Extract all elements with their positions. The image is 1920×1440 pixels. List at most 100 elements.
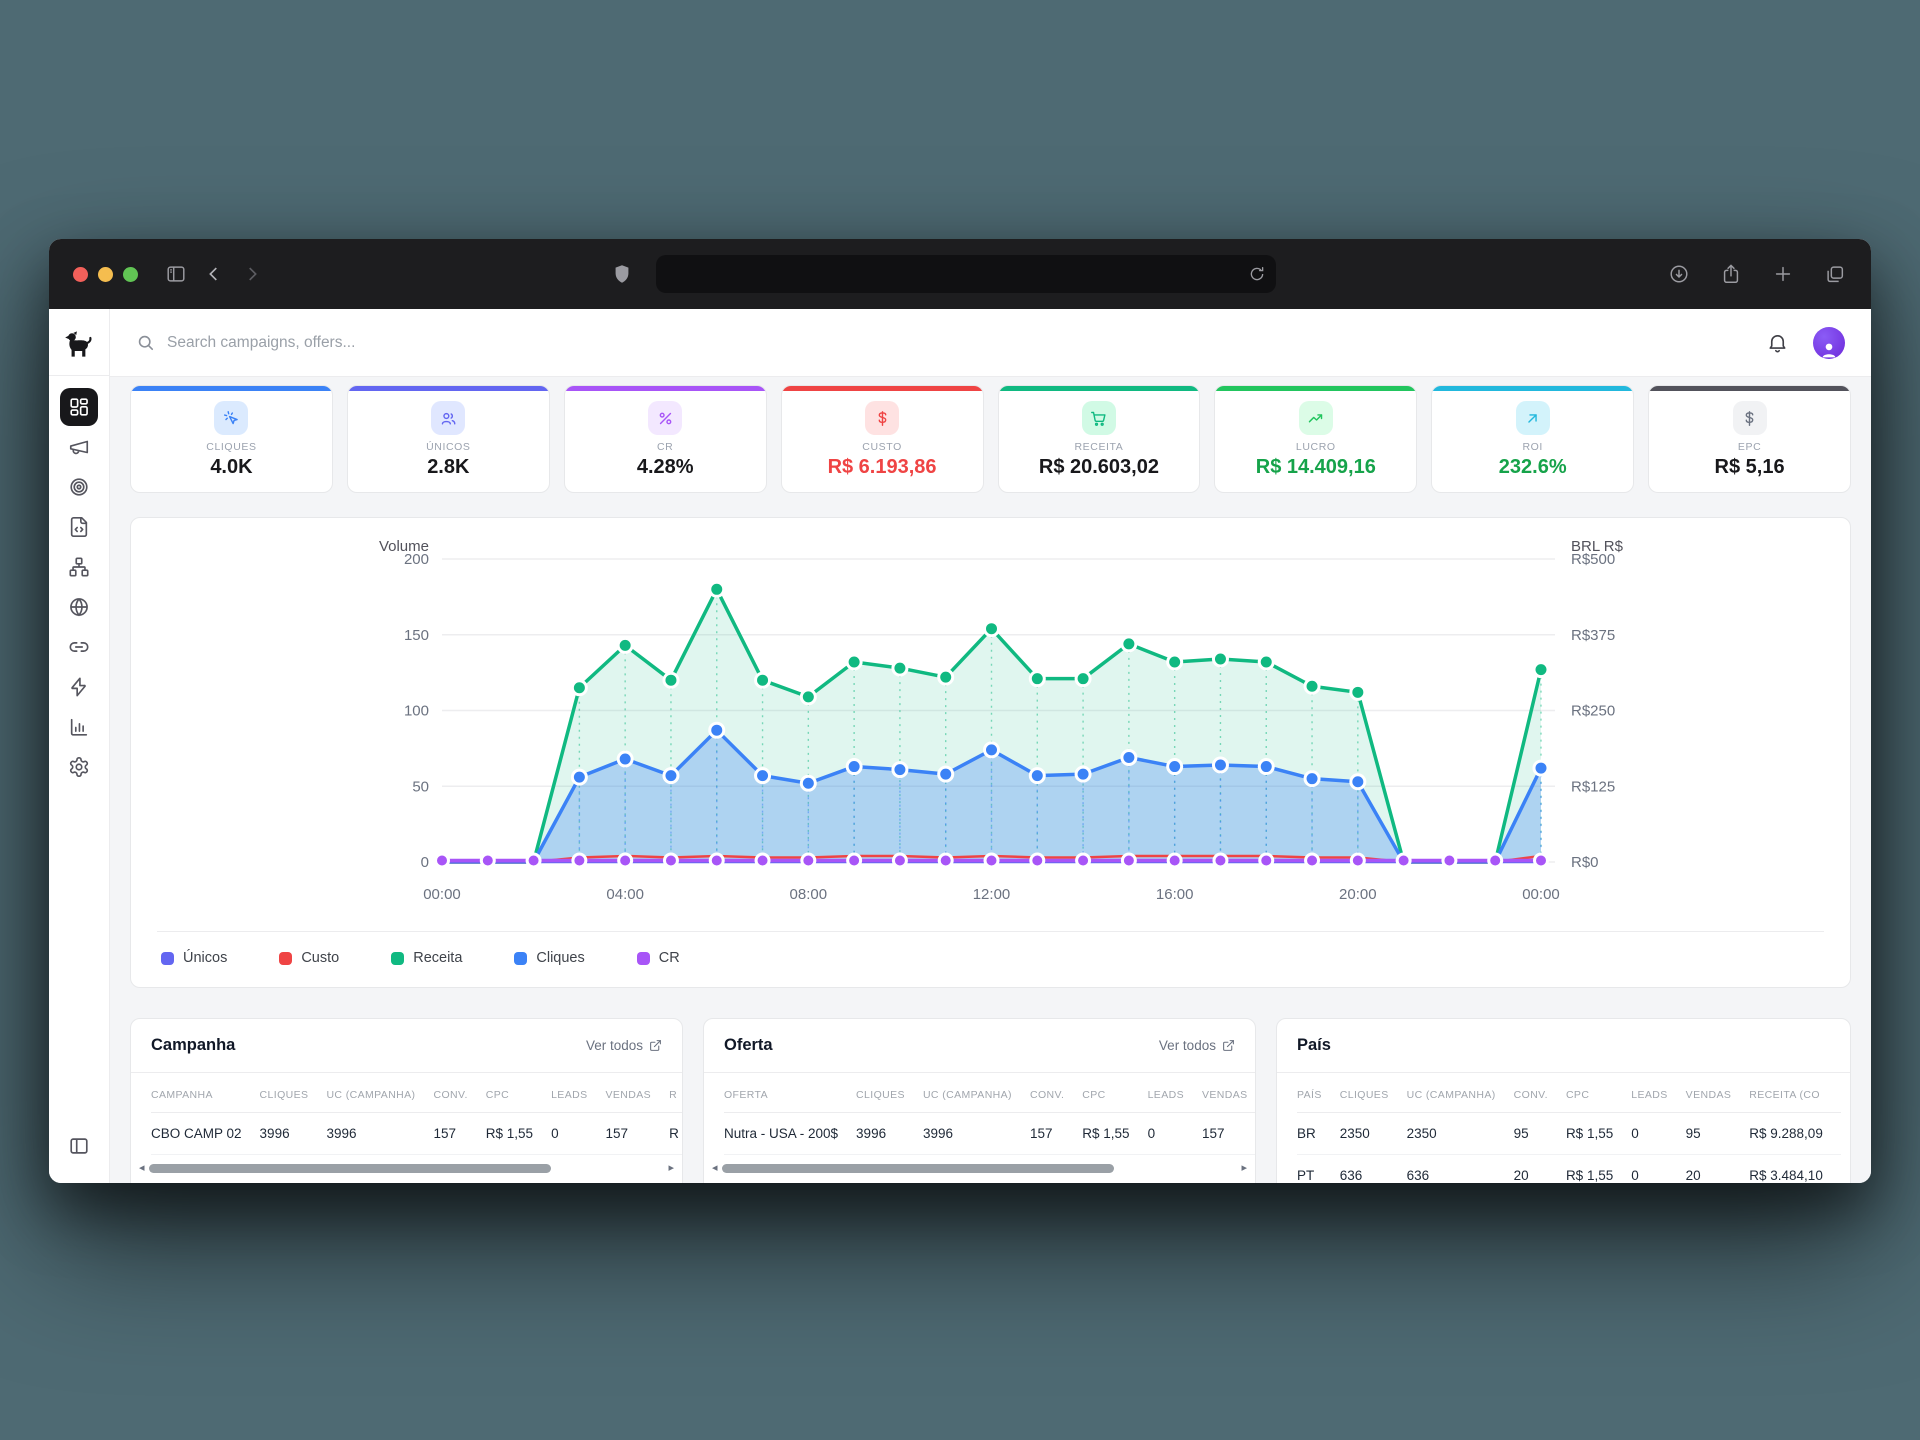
ver-todos-link[interactable]: Ver todos	[586, 1038, 662, 1053]
bar-chart-icon	[70, 718, 88, 736]
downloads-icon[interactable]	[1667, 262, 1691, 286]
globe-icon	[70, 598, 88, 617]
notifications-bell-icon[interactable]	[1766, 331, 1789, 354]
scroll-left-arrow[interactable]: ◂	[711, 1161, 718, 1174]
svg-text:Volume: Volume	[379, 538, 429, 555]
search-box[interactable]	[136, 333, 1766, 352]
users-icon	[441, 412, 456, 425]
sidebar-collapse-button[interactable]	[60, 1127, 98, 1165]
svg-text:100: 100	[404, 703, 429, 720]
campanha-table: CAMPANHA CLIQUES UC (CAMPANHA) CONV. CPC LEAD…	[151, 1073, 682, 1155]
legend-item-receita[interactable]: Receita	[391, 950, 462, 966]
stat-label: ÚNICOS	[426, 441, 471, 453]
column-header: PAÍS	[1296, 1073, 1340, 1113]
stat-value: 232.6%	[1498, 456, 1567, 478]
horizontal-scrollbar[interactable]: ◂ ▸	[139, 1159, 674, 1177]
sidebar-item-dashboard[interactable]	[60, 388, 98, 426]
scroll-right-arrow[interactable]: ▸	[1241, 1161, 1247, 1174]
svg-text:R$375: R$375	[1571, 627, 1615, 644]
column-header: CLIQUES	[856, 1073, 923, 1113]
legend-item-unicos[interactable]: Únicos	[161, 950, 227, 966]
sidebar-item-automation[interactable]	[60, 668, 98, 706]
horizontal-scrollbar[interactable]: ◂ ▸	[712, 1159, 1247, 1177]
legend-swatch	[391, 951, 405, 965]
table-row[interactable]: PT 636 636 20 R$ 1,55 0 20 R$ 3.484,10	[1296, 1154, 1841, 1183]
table-row[interactable]: BR 2350 2350 95 R$ 1,55 0 95 R$ 9.288,09	[1296, 1112, 1841, 1155]
megaphone-icon	[69, 440, 89, 455]
scroll-right-arrow[interactable]: ▸	[668, 1161, 674, 1174]
column-header: VENDAS	[1685, 1073, 1750, 1113]
summary-tables-row: Campanha Ver todos CAMPANHA CLIQUES UC (CA…	[130, 1018, 1851, 1183]
new-tab-icon[interactable]	[1771, 262, 1795, 286]
sidebar-toggle-icon[interactable]	[164, 262, 188, 286]
zap-icon	[71, 677, 86, 697]
file-code-icon	[70, 517, 88, 537]
oferta-table: OFERTA CLIQUES UC (CAMPANHA) CONV. CPC LEADS V…	[723, 1073, 1255, 1155]
column-header: CONV.	[1029, 1073, 1083, 1113]
forward-button[interactable]	[240, 262, 264, 286]
stat-label: CLIQUES	[206, 441, 257, 453]
dashboard-grid-icon	[70, 398, 88, 416]
address-bar[interactable]	[656, 255, 1276, 293]
shopping-cart-icon	[1091, 411, 1107, 426]
column-header: OFERTA	[723, 1073, 857, 1113]
scroll-left-arrow[interactable]: ◂	[139, 1161, 145, 1174]
legend-item-cr[interactable]: CR	[636, 950, 680, 966]
legend-swatch	[514, 951, 528, 965]
column-header: CPC	[1082, 1073, 1148, 1113]
cursor-click-icon	[223, 410, 238, 424]
sidebar-item-targets[interactable]	[60, 468, 98, 506]
stat-card-cliques: CLIQUES 4.0K	[130, 385, 333, 493]
arrow-up-right-icon	[1528, 413, 1537, 423]
back-button[interactable]	[202, 262, 226, 286]
svg-text:R$0: R$0	[1571, 854, 1599, 871]
sidebar-item-campaigns[interactable]	[60, 428, 98, 466]
svg-text:200: 200	[404, 551, 429, 568]
stat-cards-row: CLIQUES 4.0K ÚNICOS 2.8K	[130, 385, 1851, 493]
reload-icon[interactable]	[1248, 265, 1266, 283]
user-avatar[interactable]	[1813, 326, 1845, 359]
stat-card-unicos: ÚNICOS 2.8K	[346, 385, 550, 493]
sidebar-item-links[interactable]	[60, 628, 98, 666]
svg-text:50: 50	[412, 778, 429, 795]
chart-legend: Únicos Custo Receita Cliques CR	[157, 932, 1824, 966]
legend-item-cliques[interactable]: Cliques	[514, 950, 585, 966]
stat-value: R$ 20.603,02	[1038, 456, 1159, 478]
external-link-icon	[650, 1040, 661, 1051]
stat-value: 2.8K	[427, 456, 470, 478]
column-header: CPC	[1565, 1073, 1632, 1113]
stat-value: R$ 5,16	[1714, 456, 1785, 478]
stat-label: CR	[657, 441, 674, 453]
svg-text:00:00: 00:00	[423, 886, 461, 903]
sidebar-item-domains[interactable]	[60, 588, 98, 626]
column-header: UC (CAMPANHA)	[326, 1073, 434, 1113]
svg-text:20:00: 20:00	[1339, 886, 1377, 903]
percent-icon	[659, 412, 672, 424]
svg-text:08:00: 08:00	[790, 886, 828, 903]
close-window-button[interactable]	[73, 266, 88, 282]
privacy-shield-icon[interactable]	[610, 262, 634, 286]
tab-overview-icon[interactable]	[1823, 262, 1847, 286]
sidebar-item-settings[interactable]	[60, 748, 98, 786]
scrollbar-thumb[interactable]	[148, 1163, 551, 1173]
sidebar-item-funnels[interactable]	[60, 548, 98, 586]
table-title: Oferta	[723, 1036, 773, 1054]
column-header: CLIQUES	[1339, 1073, 1407, 1113]
minimize-window-button[interactable]	[98, 266, 113, 282]
link-icon	[69, 642, 89, 652]
table-row[interactable]: CBO CAMP 02 3996 3996 157 R$ 1,55 0 157 R	[151, 1112, 682, 1155]
column-header: LEADS	[1147, 1073, 1202, 1113]
ver-todos-link[interactable]: Ver todos	[1159, 1038, 1235, 1053]
table-row[interactable]: Nutra - USA - 200$ 3996 3996 157 R$ 1,55 0 157	[723, 1112, 1255, 1155]
trending-up-icon	[1309, 413, 1323, 422]
legend-item-custo[interactable]: Custo	[279, 950, 339, 966]
network-icon	[69, 557, 89, 577]
scrollbar-thumb[interactable]	[721, 1163, 1114, 1173]
share-icon[interactable]	[1719, 262, 1743, 286]
search-input[interactable]	[167, 333, 587, 352]
svg-text:R$500: R$500	[1571, 551, 1615, 568]
svg-text:00:00: 00:00	[1522, 886, 1560, 903]
sidebar-item-reports[interactable]	[60, 708, 98, 746]
sidebar-item-scripts[interactable]	[60, 508, 98, 546]
zoom-window-button[interactable]	[123, 266, 138, 282]
